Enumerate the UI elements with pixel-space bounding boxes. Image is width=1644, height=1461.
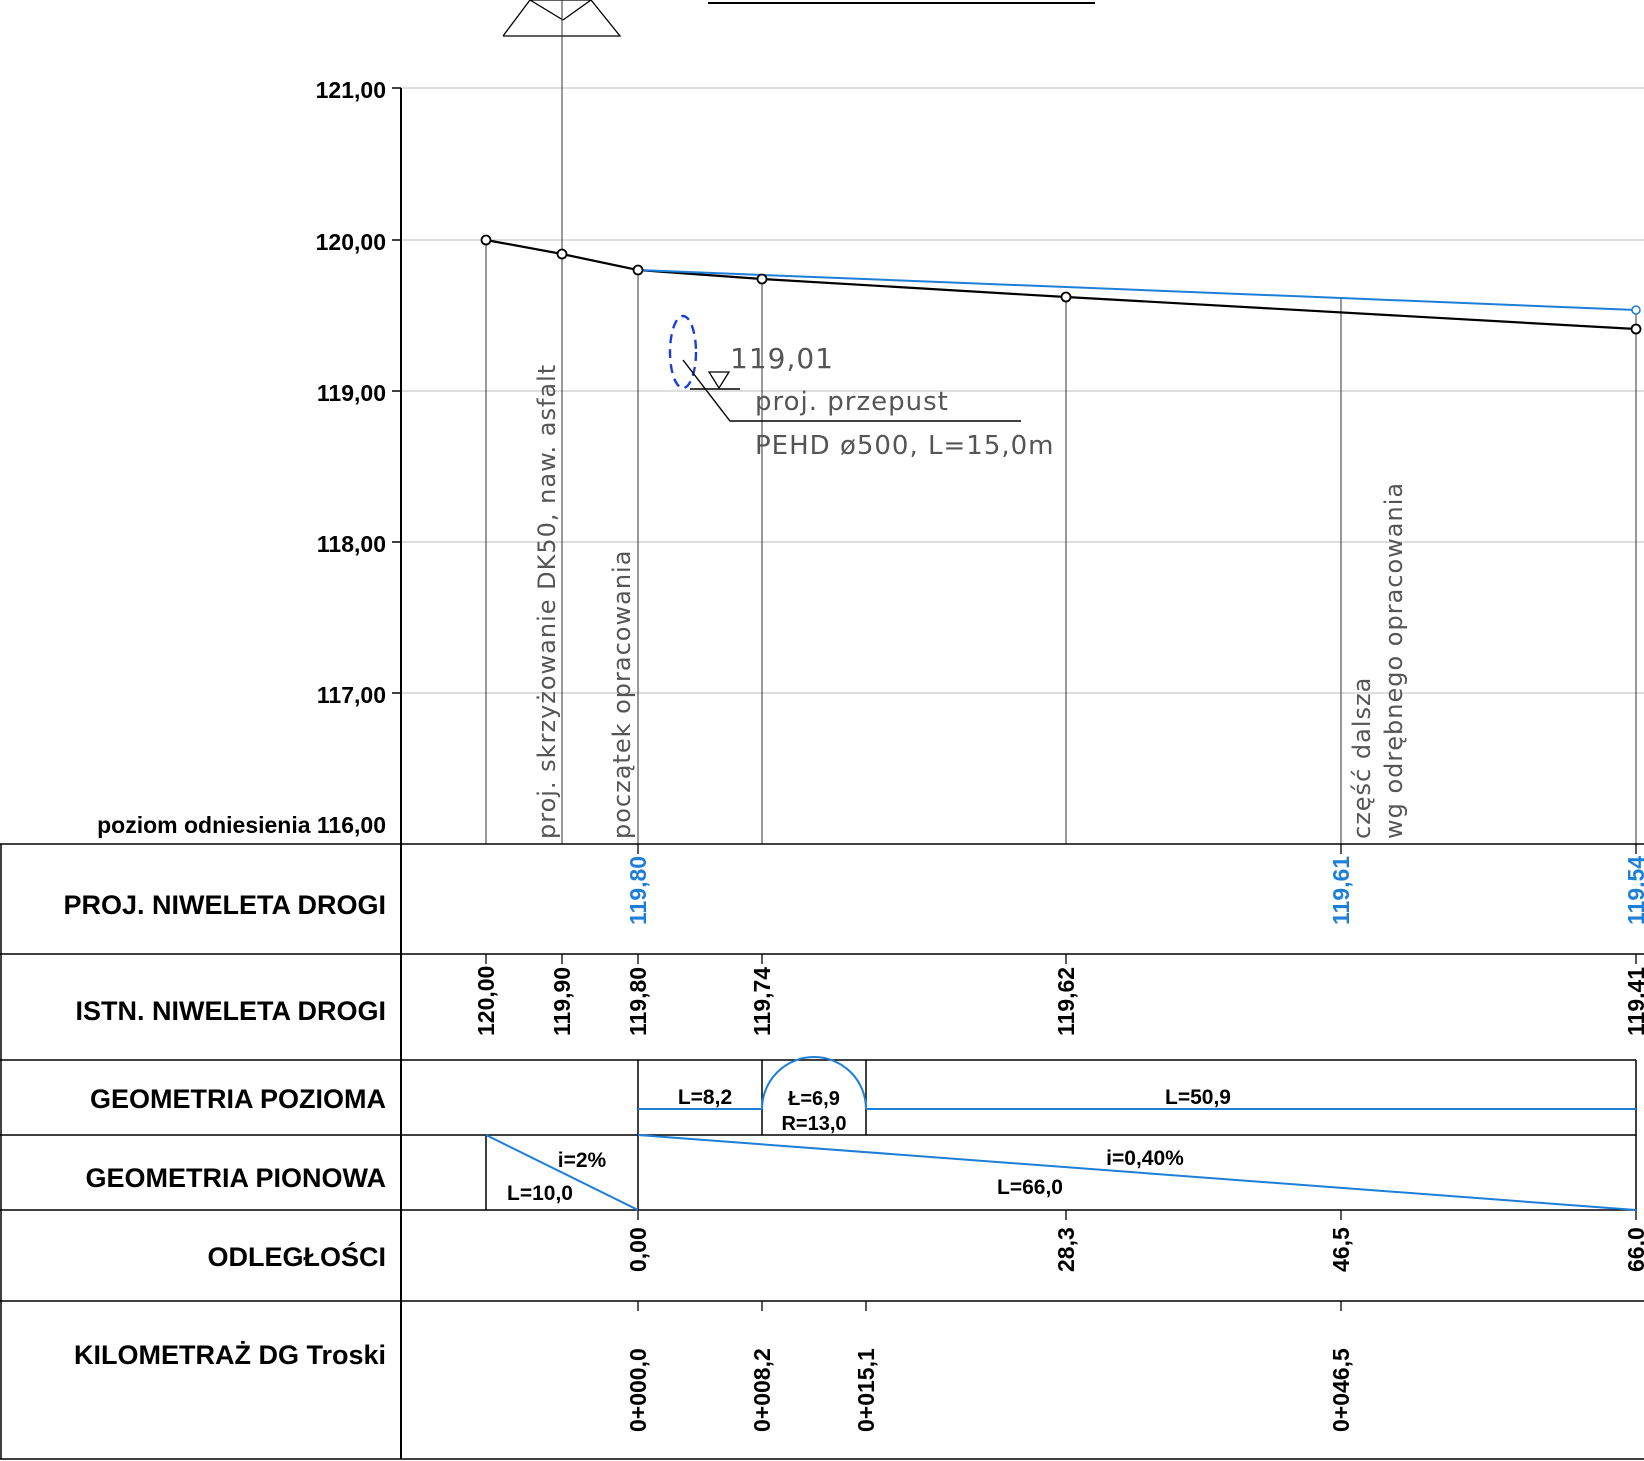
culvert-label-line1: proj. przepust — [755, 387, 949, 417]
istn-niweleta-value: 119,74 — [749, 967, 775, 1036]
existing-road-profile — [485, 238, 1637, 331]
proj-niweleta-value: 119,54 — [1623, 856, 1644, 925]
elevation-axis-ticks — [392, 87, 401, 694]
continuation-note-line1: część dalsza — [1348, 677, 1376, 839]
istn-niweleta-value: 120,00 — [473, 966, 499, 1036]
istn-niweleta-value: 119,62 — [1053, 967, 1079, 1036]
crossing-note: proj. skrzyżowanie DK50, naw. asfalt — [533, 364, 561, 839]
row-header-geometria-pionowa: GEOMETRIA PIONOWA — [85, 1163, 386, 1193]
row-header-odleglosci: ODLEGŁOŚCI — [207, 1241, 386, 1272]
chainage-value: 0+000,0 — [625, 1348, 651, 1432]
elevation-tick-label: 121,00 — [316, 77, 386, 103]
continuation-note-line2: wg odrębnego opracowania — [1380, 482, 1408, 839]
vertical-geometry-line — [485, 1134, 1637, 1211]
vertical-length-label: L=10,0 — [507, 1182, 573, 1205]
vertical-length-label: L=66,0 — [997, 1176, 1063, 1199]
horizontal-segment-length: L=50,9 — [1165, 1086, 1231, 1109]
reference-level-label: poziom odniesienia 116,00 — [97, 812, 386, 838]
chainage-value: 0+015,1 — [853, 1348, 879, 1432]
elevation-tick-label: 120,00 — [316, 229, 386, 255]
distance-value: 46,5 — [1328, 1227, 1354, 1272]
culvert-level-label: 119,01 — [730, 342, 834, 375]
istn-niweleta-value: 119,90 — [549, 967, 575, 1036]
elevation-grid — [401, 87, 1644, 694]
row-header-geometria-pozioma: GEOMETRIA POZIOMA — [90, 1084, 386, 1114]
row-header-proj-niweleta: PROJ. NIWELETA DROGI — [63, 890, 386, 920]
culvert-marker — [668, 314, 698, 390]
data-table-grid — [0, 843, 1644, 1460]
crossing-symbol — [502, 0, 622, 37]
existing-profile-points — [480, 234, 1642, 335]
design-profile-end-point — [1631, 305, 1641, 315]
vertical-slope-label: i=2% — [558, 1149, 607, 1172]
proj-niweleta-value: 119,61 — [1328, 856, 1354, 925]
culvert-label-line2: PEHD ø500, L=15,0m — [755, 431, 1055, 461]
chainage-value: 0+046,5 — [1328, 1348, 1354, 1432]
row-header-istn-niweleta: ISTN. NIWELETA DROGI — [76, 996, 387, 1026]
elevation-tick-label: 119,00 — [317, 380, 386, 406]
elevation-tick-label: 117,00 — [317, 682, 386, 708]
station-lines — [485, 0, 1637, 844]
water-level-icon — [707, 371, 731, 390]
elevation-tick-label: 118,00 — [317, 531, 386, 557]
table-ticks — [485, 844, 1637, 1311]
istn-niweleta-value: 119,41 — [1623, 967, 1644, 1036]
horizontal-arc-radius: R=13,0 — [781, 1113, 846, 1135]
distance-value: 28,3 — [1053, 1227, 1079, 1272]
horizontal-geometry-line — [638, 1056, 1636, 1110]
distance-value: 0,00 — [625, 1227, 651, 1272]
horizontal-segment-length: L=8,2 — [678, 1086, 732, 1109]
istn-niweleta-value: 119,80 — [625, 967, 651, 1036]
row-header-kilometraz: KILOMETRAŻ DG Troski — [74, 1340, 386, 1370]
vertical-slope-label: i=0,40% — [1106, 1147, 1184, 1170]
proj-niweleta-value: 119,80 — [625, 856, 651, 925]
distance-value: 66,0 — [1623, 1227, 1644, 1272]
culvert-leader-line — [682, 359, 1021, 422]
horizontal-arc-length: Ł=6,9 — [788, 1088, 840, 1110]
design-road-profile — [637, 269, 1637, 311]
chainage-value: 0+008,2 — [749, 1348, 775, 1432]
start-note: początek opracowania — [608, 550, 636, 839]
